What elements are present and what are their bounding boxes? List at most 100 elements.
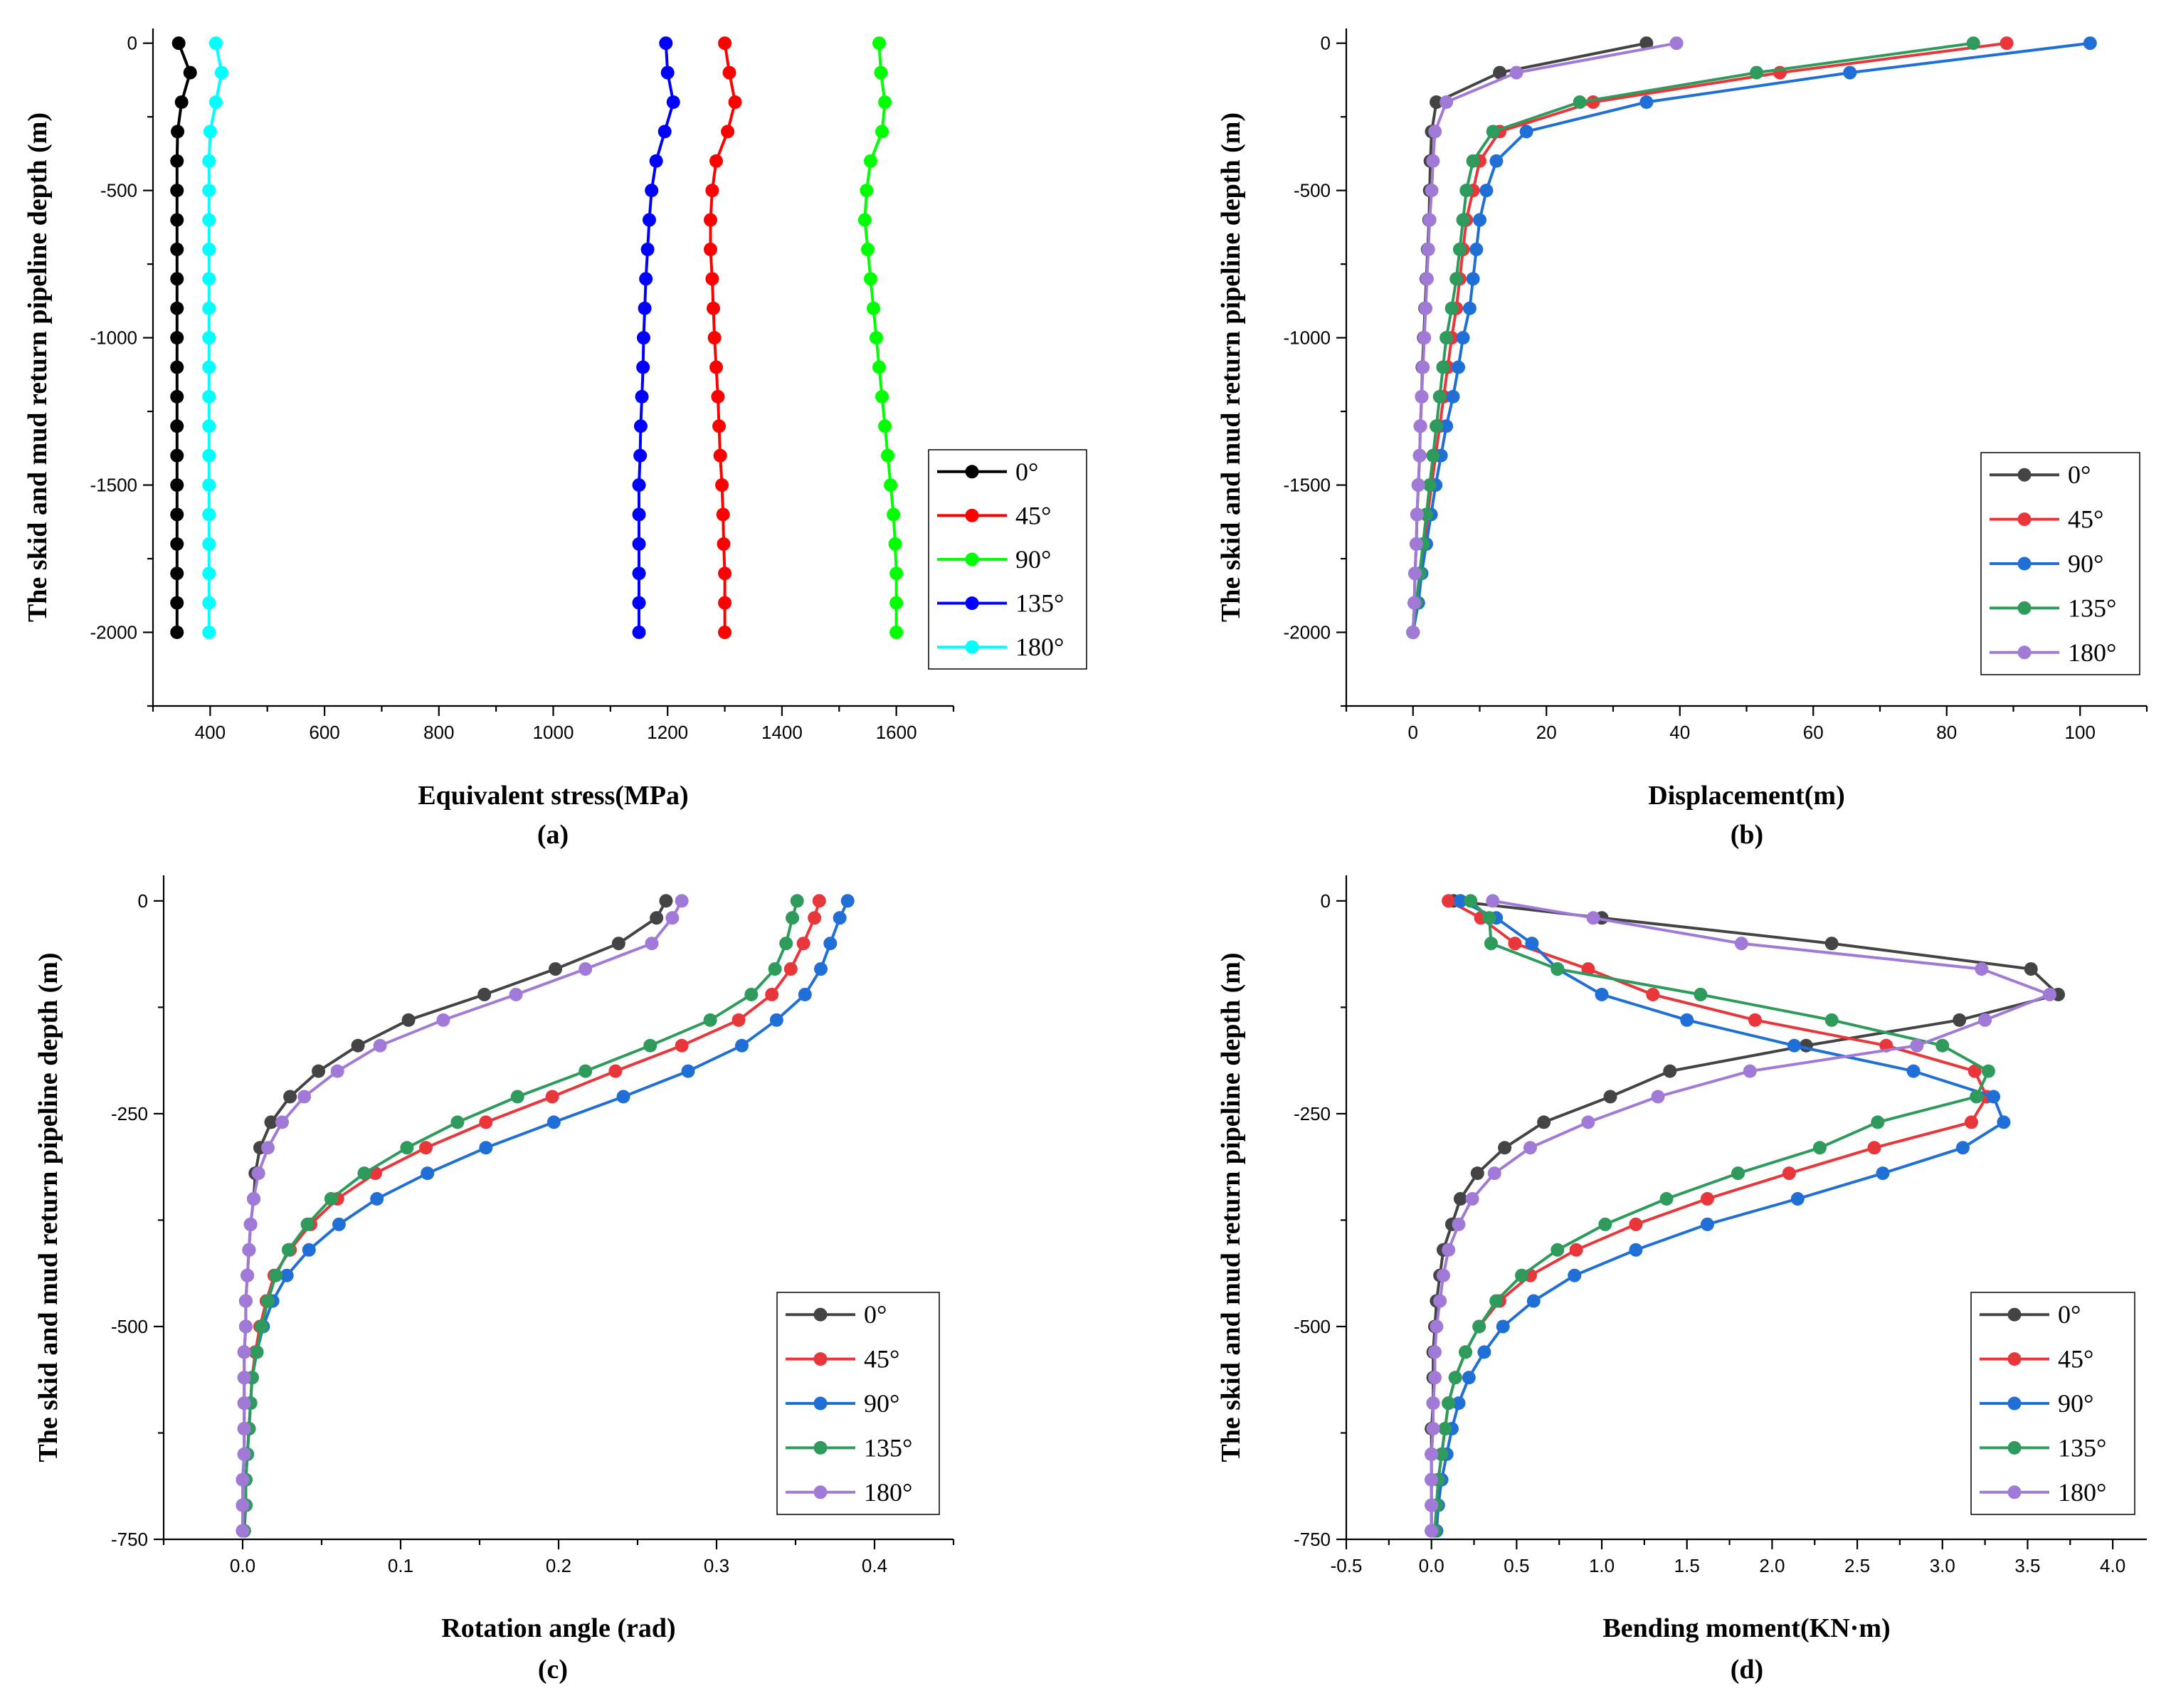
data-point (1410, 507, 1424, 522)
series-2 (857, 36, 904, 640)
data-point (202, 331, 216, 345)
legend-label: 45° (2068, 505, 2103, 534)
data-point (1955, 1141, 1970, 1155)
data-point (170, 184, 184, 198)
data-point (2083, 36, 2097, 51)
data-point (421, 1166, 435, 1181)
legend-swatch-marker (813, 1307, 828, 1322)
data-point (1413, 419, 1427, 433)
data-point (1420, 272, 1434, 286)
data-point (715, 478, 729, 492)
series-4 (1425, 894, 2057, 1538)
data-point (283, 1090, 297, 1104)
data-point (638, 301, 652, 315)
legend-label: 0° (864, 1300, 887, 1329)
x-tick-label: 80 (1936, 722, 1957, 743)
data-point (889, 566, 904, 581)
data-point (297, 1090, 312, 1104)
data-point (633, 419, 648, 433)
x-tick-label: 0.3 (704, 1555, 729, 1576)
data-point (875, 389, 889, 404)
data-point (1426, 448, 1440, 463)
data-point (1432, 389, 1447, 404)
series-4 (1406, 36, 1684, 640)
data-point (878, 95, 892, 109)
data-point (170, 478, 184, 492)
data-point (1452, 1217, 1466, 1231)
legend-swatch-marker (813, 1352, 828, 1366)
data-point (796, 937, 810, 951)
y-tick-label: -750 (111, 1529, 148, 1550)
data-point (1462, 301, 1477, 315)
data-point (183, 65, 197, 80)
panel-label: (c) (538, 1655, 568, 1685)
legend-swatch-marker (965, 465, 979, 479)
data-point (718, 626, 732, 640)
data-point (790, 894, 804, 908)
data-point (814, 962, 828, 976)
data-point (280, 1268, 294, 1282)
data-point (202, 242, 216, 256)
data-point (171, 125, 185, 139)
data-point (798, 987, 812, 1001)
data-point (1462, 1371, 1476, 1385)
data-point (1935, 1038, 1950, 1053)
data-point (1812, 1141, 1827, 1155)
data-point (1421, 242, 1435, 256)
data-point (214, 65, 228, 80)
data-point (170, 507, 184, 522)
data-point (1629, 1217, 1643, 1231)
data-point (509, 987, 523, 1001)
data-point (510, 1090, 524, 1104)
data-point (722, 65, 736, 80)
data-point (170, 301, 184, 315)
data-point (264, 1115, 278, 1129)
y-axis-title: The skid and mud return pipeline depth (… (23, 112, 53, 622)
data-point (1464, 894, 1478, 908)
x-tick-label: 800 (423, 722, 454, 743)
data-point (1526, 1294, 1541, 1308)
data-point (765, 987, 779, 1001)
data-point (1493, 65, 1507, 80)
data-point (1629, 1243, 1643, 1257)
data-point (373, 1038, 387, 1053)
legend-label: 0° (2068, 460, 2091, 489)
y-tick-label: -1500 (1284, 475, 1331, 496)
data-point (202, 154, 216, 168)
data-point (1427, 1345, 1442, 1359)
data-point (1448, 1371, 1462, 1385)
data-point (269, 1268, 283, 1282)
data-point (1743, 1064, 1757, 1078)
legend: 0° 45° 90° 135° 180° (1980, 452, 2140, 675)
data-point (875, 125, 889, 139)
data-point (1438, 1422, 1452, 1435)
data-point (236, 1524, 250, 1538)
data-point (1425, 184, 1439, 198)
data-point (250, 1345, 264, 1359)
x-tick-label: 0.5 (1504, 1555, 1529, 1576)
data-point (170, 154, 184, 168)
data-point (703, 213, 717, 227)
data-point (2024, 962, 2038, 976)
legend-label: 0° (2058, 1300, 2081, 1329)
x-axis-title: Rotation angle (rad) (441, 1613, 675, 1643)
series-3 (1427, 894, 1995, 1538)
data-point (1453, 1192, 1467, 1206)
data-point (545, 1090, 559, 1104)
x-tick-label: 1400 (761, 722, 803, 743)
data-point (1639, 36, 1654, 51)
data-point (1442, 1243, 1456, 1257)
data-point (170, 331, 184, 345)
data-point (863, 272, 877, 286)
y-tick-label: -500 (111, 1316, 148, 1337)
data-point (616, 1090, 630, 1104)
data-point (1680, 1013, 1694, 1027)
legend-label: 90° (864, 1389, 899, 1418)
data-point (1876, 1166, 1890, 1181)
data-point (705, 184, 719, 198)
data-point (1435, 1447, 1449, 1461)
data-point (208, 95, 223, 109)
data-point (1425, 1472, 1439, 1487)
x-tick-label: 3.0 (1930, 1555, 1955, 1576)
data-point (1411, 478, 1425, 492)
